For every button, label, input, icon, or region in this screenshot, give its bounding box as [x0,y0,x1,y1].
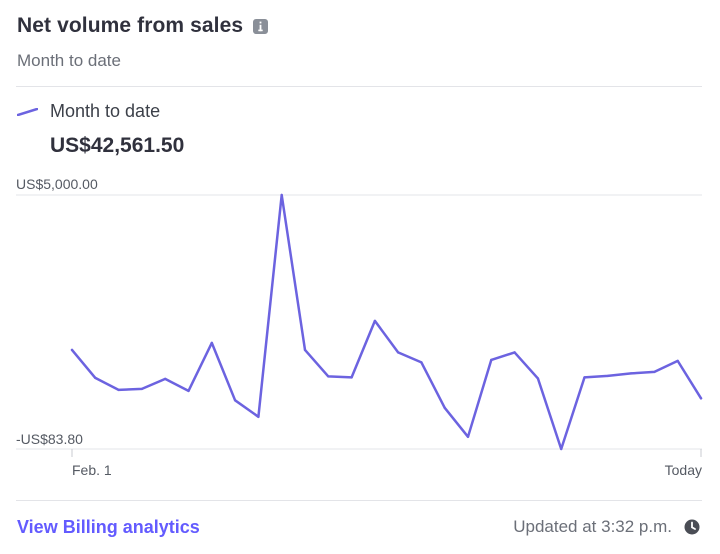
data-point [466,435,470,438]
data-point [257,415,260,418]
info-icon[interactable] [253,18,269,34]
data-point [350,376,353,379]
divider-top [16,86,702,87]
data-point [699,397,703,400]
data-point [606,374,609,378]
data-point [443,406,446,409]
clock-icon[interactable] [684,519,700,535]
data-point [513,351,516,354]
net-volume-chart [16,193,703,457]
data-point [583,376,586,379]
series-line-month-to-date [70,193,703,451]
data-point [210,341,213,345]
data-point [490,358,493,362]
data-point [560,447,563,451]
data-point [303,348,307,352]
x-axis-start-label: Feb. 1 [72,462,112,478]
view-billing-analytics-link[interactable]: View Billing analytics [17,517,200,537]
data-point [653,370,656,374]
card-header: Net volume from sales Month to date [17,14,720,71]
chart-legend: Month to date [17,101,160,122]
data-point [233,399,237,402]
data-point [396,351,400,354]
page-subtitle: Month to date [17,51,121,70]
y-axis-min-label: -US$83.80 [16,431,83,447]
data-point [117,388,120,392]
data-point [629,372,633,375]
legend-label: Month to date [50,101,161,121]
title-row: Net volume from sales [17,14,720,38]
updated-time: Updated at 3:32 p.m. [513,517,672,536]
data-point [140,387,144,391]
updated-status: Updated at 3:32 p.m. [513,517,700,537]
divider-bottom [16,500,702,501]
y-axis-max-label: US$5,000.00 [16,176,98,192]
data-point [327,375,330,378]
data-point [676,359,679,363]
data-point [536,377,540,380]
data-point [187,389,190,393]
total-volume: US$42,561.50 [50,134,185,157]
data-point [164,377,167,381]
data-point [280,193,283,197]
legend-swatch [17,107,38,116]
data-point [70,348,74,352]
data-point [94,376,97,380]
data-point [373,319,377,323]
page-title: Net volume from sales [17,14,244,37]
data-point [420,361,423,364]
x-axis-end-label: Today [664,462,702,478]
